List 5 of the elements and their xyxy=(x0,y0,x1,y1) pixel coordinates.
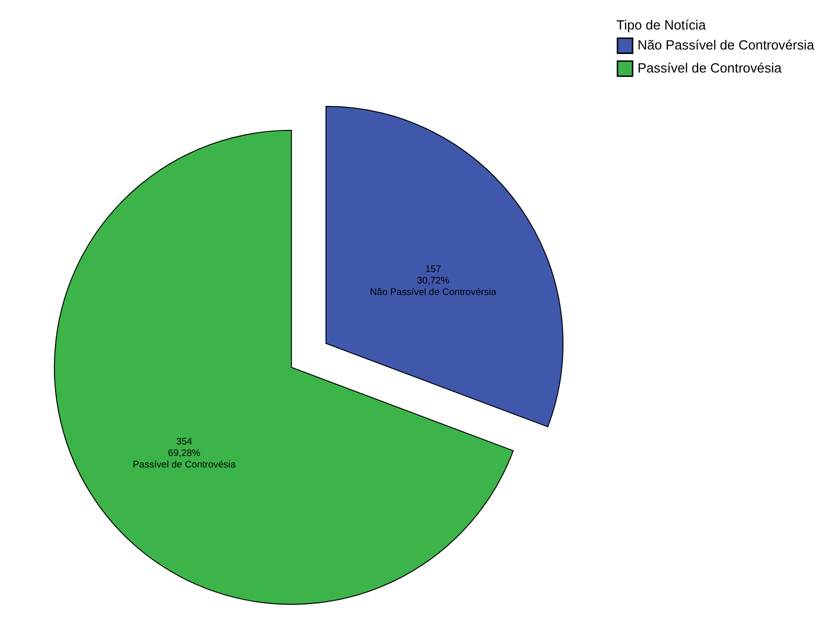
legend-title: Tipo de Notícia xyxy=(616,17,706,32)
data-label: 354 69,28% Passível de Controvésia xyxy=(132,436,236,470)
data-label: 157 30,72% Não Passível de Controvérsia xyxy=(370,264,497,298)
legend-label: Não Passível de Controvérsia xyxy=(637,38,815,53)
legend-label: Passível de Controvésia xyxy=(637,60,782,76)
